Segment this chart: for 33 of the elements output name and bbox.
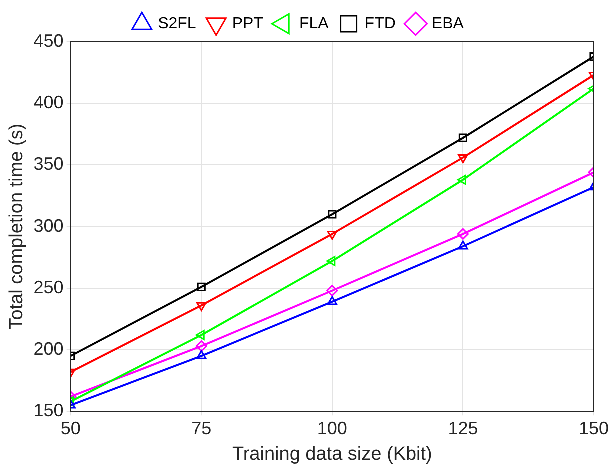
y-tick-label: 250 (34, 277, 64, 298)
y-tick-label: 300 (34, 216, 64, 236)
point (457, 228, 469, 240)
point (196, 302, 207, 312)
y-tick-label: 200 (34, 338, 64, 359)
point (326, 285, 338, 297)
legend-label: FTD (364, 15, 396, 32)
point (458, 154, 468, 164)
x-tick-label: 100 (317, 418, 348, 438)
point (196, 340, 208, 352)
point (458, 134, 468, 142)
legend-label: PPT (232, 15, 264, 32)
point (328, 210, 337, 219)
y-tick-label: 400 (34, 92, 64, 113)
x-tick-label: 50 (60, 418, 81, 438)
legend-label: S2FL (158, 15, 196, 32)
y-tick-label: 350 (34, 154, 64, 174)
y-tick-label: 150 (34, 400, 64, 421)
x-tick-label: 75 (192, 418, 212, 438)
point (197, 282, 206, 292)
point (326, 256, 336, 266)
point (327, 230, 338, 240)
point (458, 240, 468, 250)
x-tick-label: 150 (578, 418, 610, 438)
point (327, 296, 338, 306)
y-axis-title: Total completion time (s) (6, 124, 28, 330)
legend-label: FLA (299, 15, 330, 32)
legend-label: EBA (432, 15, 464, 32)
x-axis-title: Training data size (Kbit) (232, 444, 432, 465)
y-tick-label: 450 (34, 30, 64, 51)
x-tick-label: 125 (448, 418, 478, 438)
point (196, 350, 207, 360)
point (457, 174, 466, 186)
